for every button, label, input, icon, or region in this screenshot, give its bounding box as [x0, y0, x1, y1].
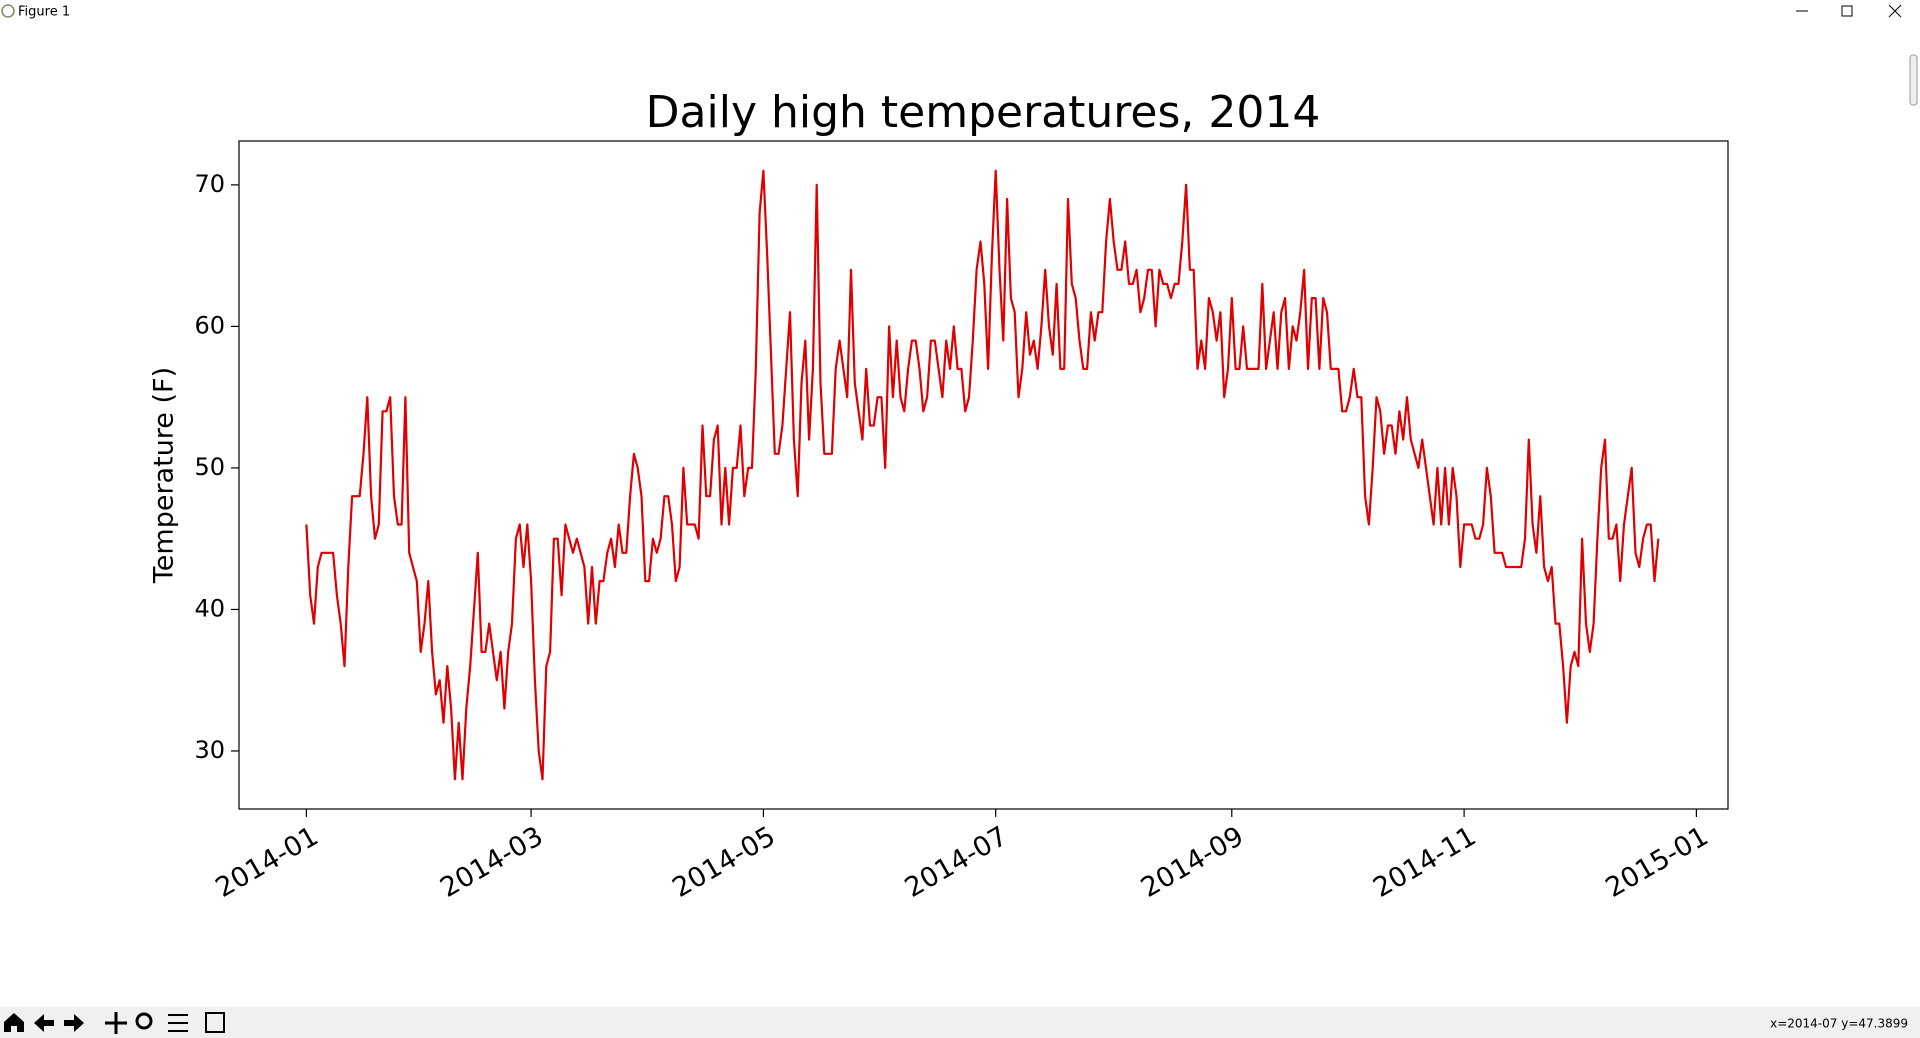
app-icon [1, 4, 15, 18]
x-tick-label: 2014-07 [900, 821, 1013, 904]
configure-button[interactable] [168, 1014, 188, 1032]
pan-button[interactable] [105, 1012, 127, 1034]
toolbar [0, 1007, 1920, 1038]
y-axis-label: Temperature (F) [149, 367, 180, 584]
restore-button[interactable] [1841, 5, 1853, 17]
forward-button[interactable] [64, 1014, 84, 1032]
temperature-line [305, 169, 1660, 781]
home-button[interactable] [4, 1013, 24, 1032]
zoom-button[interactable] [135, 1012, 153, 1030]
status-text: x=2014-07 y=47.3899 [1770, 1017, 1908, 1031]
x-tick-label: 2014-09 [1136, 821, 1249, 904]
plot: 30 40 50 60 70 2014-01 2014-03 2014-05 2014-07 20… [194, 140, 1729, 904]
x-tick-label: 2015-01 [1600, 821, 1713, 904]
title-bar [0, 0, 1920, 24]
x-tick-label: 2014-03 [435, 821, 548, 904]
toolbar-buttons [4, 1012, 225, 1034]
window-title: Figure 1 [18, 5, 70, 20]
axes-frame [238, 140, 1729, 810]
y-tick-label: 50 [194, 453, 225, 481]
x-tick-label: 2014-01 [210, 821, 323, 904]
y-tick-label: 30 [194, 736, 225, 764]
chart-title: Daily high temperatures, 2014 [646, 87, 1321, 138]
scrollbar[interactable] [1909, 54, 1918, 106]
close-button[interactable] [1888, 4, 1902, 18]
save-button[interactable] [205, 1012, 225, 1033]
back-button[interactable] [34, 1014, 54, 1032]
x-tick-label: 2014-11 [1368, 821, 1481, 904]
y-tick-label: 70 [194, 170, 225, 198]
y-tick-label: 60 [194, 311, 225, 339]
x-tick-label: 2014-05 [667, 821, 780, 904]
y-tick-label: 40 [194, 594, 225, 622]
